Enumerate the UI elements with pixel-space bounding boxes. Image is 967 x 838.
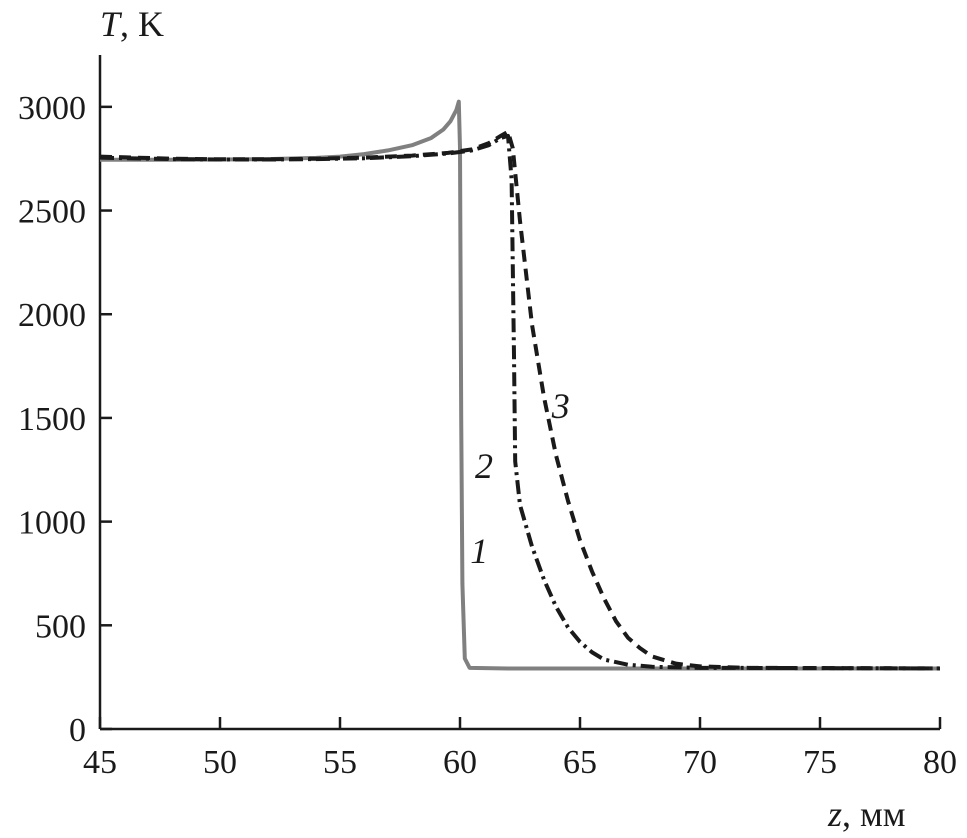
y-axis-title: T, K [100,4,164,44]
x-tick-label: 50 [203,744,237,781]
y-tick-label: 1000 [18,505,86,542]
curve-label-1: 1 [470,531,488,571]
series-line-3 [99,129,941,671]
x-tick-label: 75 [803,744,837,781]
axes [98,55,940,731]
curve-label-3: 3 [551,386,570,426]
curve-labels: 1 2 3 [470,386,570,571]
x-tick-label: 80 [923,744,957,781]
x-axis-unit: , мм [842,794,906,834]
x-ticks: 45 50 55 60 65 70 75 80 [83,717,957,781]
curve-label-2: 2 [475,446,493,486]
y-axis-var: T [100,4,123,44]
series-line-2 [99,133,941,671]
x-axis-title: z, мм [827,794,906,834]
y-tick-label: 2000 [18,297,86,334]
y-ticks: 0 500 1000 1500 2000 2500 3000 [18,90,112,749]
y-tick-label: 3000 [18,90,86,127]
x-tick-label: 60 [443,744,477,781]
x-tick-label: 45 [83,744,117,781]
x-tick-label: 70 [683,744,717,781]
y-axis-unit: , K [120,4,164,44]
series-group [99,99,941,671]
y-tick-label: 500 [35,608,86,645]
x-axis-var: z [827,794,842,834]
series-line-1 [100,99,940,671]
y-tick-label: 0 [69,712,86,749]
y-tick-label: 2500 [18,194,86,231]
y-tick-label: 1500 [18,401,86,438]
x-tick-label: 55 [323,744,357,781]
x-tick-label: 65 [563,744,597,781]
